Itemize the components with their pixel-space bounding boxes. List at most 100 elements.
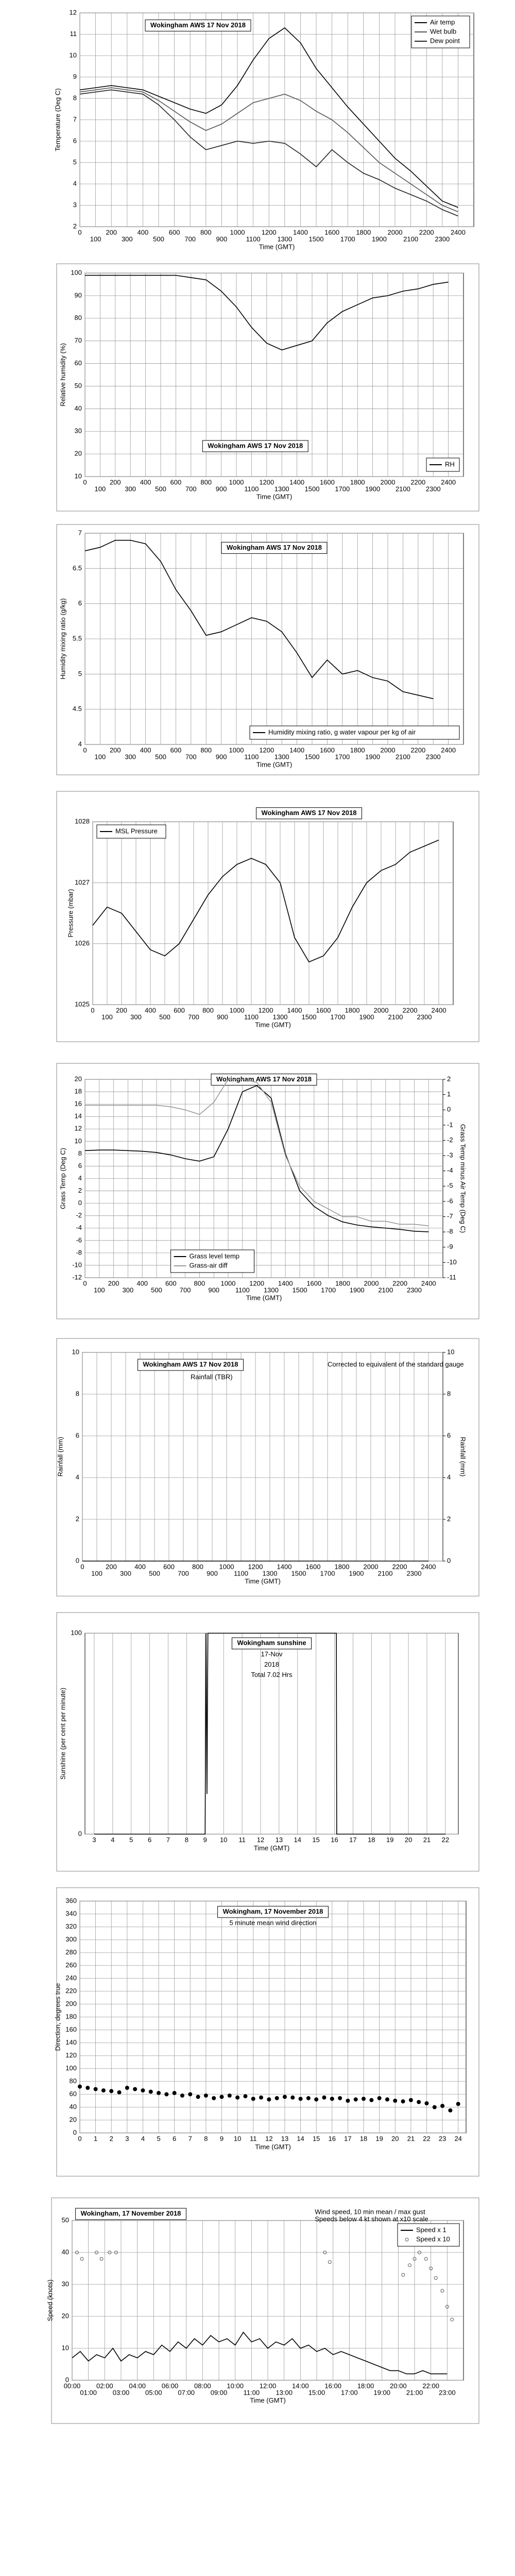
x-tick-label: 8: [185, 1836, 188, 1843]
x-tick-label: 1900: [365, 753, 380, 760]
x-tick-label: 400: [140, 746, 151, 754]
y2-tick-label: -7: [447, 1212, 453, 1220]
x-tick-label: 1000: [229, 478, 244, 486]
y-tick-label: 300: [65, 1935, 77, 1943]
y-axis-label: Direction, degrees true: [54, 1983, 61, 2051]
x-tick-label: 700: [185, 485, 197, 493]
x-tick-label: 500: [159, 1013, 170, 1021]
x-tick-label: 4: [111, 1836, 114, 1843]
x-tick-label: 1100: [235, 1286, 250, 1294]
x-tick-label: 10: [220, 1836, 227, 1843]
x-tick-label: 400: [140, 478, 151, 486]
x-tick-label: 23:00: [439, 2388, 456, 2396]
x-tick-label: 14: [294, 1836, 301, 1843]
x-tick-label: 400: [136, 1279, 148, 1287]
y-tick-label: 8: [76, 1389, 79, 1397]
point: [78, 2084, 82, 2089]
x-tick-label: 20: [391, 2134, 399, 2142]
x-tick-label: 02:00: [96, 2382, 113, 2389]
x-tick-label: 6: [173, 2134, 176, 2142]
point: [243, 2094, 248, 2098]
y-tick-label: 100: [71, 1629, 82, 1636]
x-tick-label: 2400: [441, 478, 456, 486]
point: [114, 2250, 118, 2255]
y-tick-label: 10: [72, 1348, 79, 1355]
y-tick-label: 4: [78, 1174, 82, 1182]
y2-tick-label: -11: [447, 1273, 456, 1281]
x-tick-label: 10: [234, 2134, 241, 2142]
x-tick-label: 12: [257, 1836, 264, 1843]
x-tick-label: 1100: [244, 485, 259, 493]
x-tick-label: 100: [91, 1569, 102, 1577]
title-box: [221, 541, 328, 554]
point: [75, 2250, 79, 2255]
y-tick-label: 7: [78, 529, 82, 536]
x-tick-label: 2400: [421, 1279, 436, 1287]
point: [212, 2096, 216, 2100]
y-tick-label: 260: [65, 1961, 77, 1969]
x-tick-label: 1400: [293, 228, 308, 236]
x-tick-label: 19: [375, 2134, 383, 2142]
y-tick-label: 50: [62, 2216, 69, 2224]
x-tick-label: 300: [122, 235, 133, 243]
x-tick-label: 1200: [259, 478, 274, 486]
x-tick-label: 0: [80, 1563, 84, 1570]
x-tick-label: 13: [281, 2134, 288, 2142]
x-tick-label: 9: [203, 1836, 207, 1843]
x-tick-label: 15:00: [308, 2388, 325, 2396]
y2-axis-label: Rainfall (mm): [459, 1437, 467, 1477]
y-tick-label: 20: [75, 1075, 82, 1082]
x-tick-label: 1100: [244, 753, 259, 760]
point: [432, 2105, 437, 2109]
x-tick-label: 600: [163, 1563, 175, 1570]
x-tick-label: 3: [125, 2134, 129, 2142]
y2-tick-label: 6: [447, 1431, 451, 1439]
point: [95, 2250, 98, 2255]
title-box: [217, 1906, 329, 1918]
y-tick-label: 30: [75, 427, 82, 435]
x-tick-label: 200: [110, 478, 121, 486]
point: [251, 2096, 255, 2101]
point: [306, 2096, 311, 2100]
series-line: [94, 1633, 445, 1835]
x-tick-label: 1700: [321, 1286, 336, 1294]
annotation: Wind speed, 10 min mean / max gust: [315, 2208, 425, 2216]
x-tick-label: 200: [110, 746, 121, 754]
x-tick-label: 12:00: [260, 2382, 277, 2389]
point: [346, 2098, 350, 2103]
y-tick-label: 120: [65, 2051, 77, 2059]
y-tick-label: 11: [70, 30, 77, 38]
title-box: [202, 440, 308, 452]
annotation: Corrected to equivalent of the standard …: [328, 1361, 464, 1368]
point: [203, 2093, 208, 2098]
x-tick-label: 1000: [219, 1563, 234, 1570]
point: [85, 2086, 90, 2090]
x-tick-label: 100: [90, 235, 101, 243]
y-tick-label: 30: [62, 2280, 69, 2287]
y-tick-label: 40: [75, 404, 82, 412]
x-tick-label: 1800: [350, 746, 365, 754]
point: [172, 2091, 177, 2095]
y-tick-label: 80: [70, 2077, 77, 2084]
point: [109, 2089, 114, 2093]
y-tick-label: 280: [65, 1948, 77, 1956]
x-tick-label: 2200: [410, 478, 425, 486]
x-tick-label: 1700: [331, 1013, 346, 1021]
x-axis-label: Time (GMT): [256, 493, 293, 500]
point: [385, 2097, 389, 2102]
x-tick-label: 7: [188, 2134, 192, 2142]
legend-label: Air temp: [430, 18, 455, 26]
y-tick-label: 140: [65, 2038, 77, 2046]
chart-title: Wokingham sunshine: [237, 1639, 306, 1647]
annotation: Total 7.02 Hrs: [251, 1671, 293, 1679]
y-tick-label: 240: [65, 1974, 77, 1981]
point: [328, 2260, 332, 2264]
x-tick-label: 11: [250, 2134, 257, 2142]
x-tick-label: 22: [442, 1836, 449, 1843]
x-tick-label: 800: [200, 746, 212, 754]
y-tick-label: 0: [76, 1556, 79, 1564]
y2-tick-label: 0: [447, 1106, 451, 1113]
x-tick-label: 8: [204, 2134, 208, 2142]
annotation: Rainfall (TBR): [191, 1373, 233, 1381]
